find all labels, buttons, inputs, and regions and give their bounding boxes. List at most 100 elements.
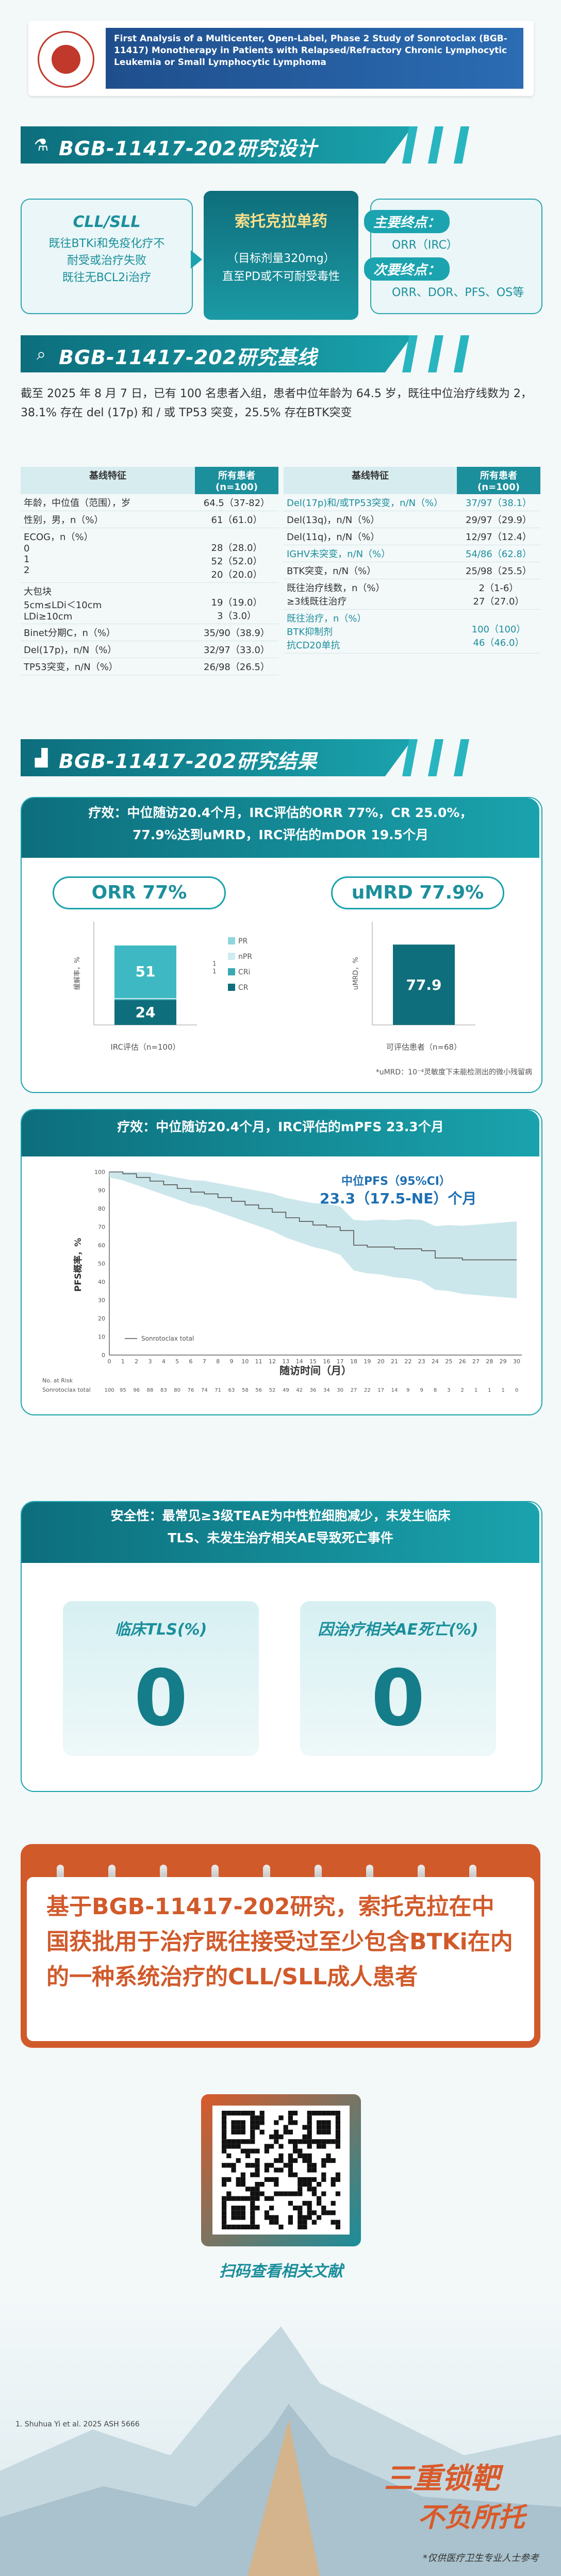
orr-bar-npr <box>114 998 176 999</box>
efficacy-card-orr: 疗效：中位随访20.4个月，IRC评估的ORR 77%，CR 25.0%， 77… <box>21 797 542 1093</box>
table-row: BTK突变，n/N（%） 25/98（25.5） <box>284 562 540 579</box>
at-risk-count: 14 <box>391 1388 398 1393</box>
reference-note: 1. Shuhua Yi et al. 2025 ASH 5666 <box>15 2420 140 2428</box>
section-title: BGB-11417-202研究设计 <box>59 137 318 160</box>
y-tick-label: 40 <box>98 1279 105 1285</box>
microscope-icon: ⚗ <box>34 135 49 155</box>
x-tick-label: 1 <box>121 1358 125 1365</box>
table-row: 性别，男，n（%） 61（61.0） <box>21 511 278 528</box>
y-tick-label: 30 <box>98 1297 105 1304</box>
orr-x-label: IRC评估（n=100） <box>110 1042 180 1052</box>
population-line: 既往无BCL2i治疗 <box>62 271 152 284</box>
at-risk-count: 71 <box>214 1388 221 1393</box>
table-row: TP53突变，n/N（%） 26/98（26.5） <box>21 658 278 675</box>
legend-entry: CR <box>238 984 249 992</box>
at-risk-count: 9 <box>420 1388 423 1393</box>
umrd-bar-value: 77.9 <box>406 976 441 993</box>
at-risk-count: 83 <box>160 1388 167 1393</box>
x-tick-label: 8 <box>216 1358 220 1365</box>
table-row: Del(17p)，n/N（%） 32/97（33.0） <box>21 641 278 658</box>
table-cell-label: ECOG，n（%） 0 1 2 <box>21 528 195 583</box>
efficacy-card-pfs: 疗效：中位随访20.4个月，IRC评估的mPFS 23.3个月 中位PFS（95… <box>21 1109 542 1415</box>
at-risk-count: 1 <box>501 1388 504 1393</box>
population-line: 耐受或治疗失败 <box>67 254 146 267</box>
at-risk-label: No. at Risk <box>42 1377 73 1384</box>
mountain-background <box>0 2301 561 2576</box>
table-cell-value: 37/97（38.1） <box>457 494 540 511</box>
y-tick-label: 20 <box>98 1315 105 1322</box>
table-header: 基线特征 <box>284 467 457 494</box>
table-cell-label: Del(13q)，n/N（%） <box>284 511 457 528</box>
orr-bar-value: 24 <box>136 1004 156 1021</box>
x-tick-label: 10 <box>241 1358 249 1365</box>
treatment-box: 索托克拉单药 （目标剂量320mg） 直至PD或不可耐受毒性 <box>204 191 358 320</box>
legend-entry: nPR <box>238 953 252 961</box>
legend-entry: CRi <box>238 968 250 976</box>
primary-endpoint-label: 主要终点： <box>364 210 450 233</box>
card-head-line: TLS、未发生治疗相关AE导致死亡事件 <box>168 1530 393 1545</box>
at-risk-count: 0 <box>515 1388 518 1393</box>
x-tick-label: 27 <box>472 1358 480 1365</box>
x-tick-label: 16 <box>323 1358 330 1365</box>
table-cell-label: 大包块 5cm≤LDi＜10cm LDi≥10cm <box>21 582 195 624</box>
section-header-design: ⚗ BGB-11417-202研究设计 <box>21 126 540 164</box>
table-cell-value: 64.5（37-82） <box>195 494 278 511</box>
x-tick-label: 24 <box>432 1358 439 1365</box>
table-cell-value: 28（28.0） 52（52.0） 20（20.0） <box>195 528 278 583</box>
table-cell-value: 61（61.0） <box>195 511 278 528</box>
qr-caption: 扫码查看相关文献 <box>219 2262 343 2280</box>
at-risk-count: 100 <box>104 1388 114 1393</box>
table-cell-value: 26/98（26.5） <box>195 658 278 675</box>
x-tick-label: 5 <box>175 1358 179 1365</box>
x-tick-label: 11 <box>255 1358 262 1365</box>
population-title: CLL/SLL <box>73 213 141 231</box>
population-line: 既往BTKi和免疫化疗不 <box>48 237 165 250</box>
qr-frame <box>201 2094 361 2246</box>
x-tick-label: 14 <box>296 1358 303 1365</box>
treatment-title: 索托克拉单药 <box>235 213 327 231</box>
table-cell-value: 25/98（25.5） <box>457 562 540 579</box>
tls-title: 临床TLS(%) <box>114 1621 207 1639</box>
bar-side-label: 1 <box>212 968 217 975</box>
table-cell-label: 年龄，中位值（范围），岁 <box>21 494 195 511</box>
qr-code[interactable] <box>212 2106 350 2235</box>
baseline-table-left: 基线特征 所有患者 (n=100) 年龄，中位值（范围），岁 64.5（37-82… <box>21 467 278 675</box>
orr-bar-pr <box>114 945 176 998</box>
slogan-line2: 不负所托 <box>418 2502 525 2533</box>
at-risk-count: 1 <box>488 1388 491 1393</box>
x-tick-label: 23 <box>418 1358 425 1365</box>
orr-bar-value: 51 <box>136 963 156 980</box>
population-box: CLL/SLL 既往BTKi和免疫化疗不 耐受或治疗失败 既往无BCL2i治疗 <box>21 199 193 314</box>
orr-label: ORR 77% <box>53 876 226 909</box>
y-tick-label: 80 <box>98 1205 105 1212</box>
card-head-line: 77.9%达到uMRD，IRC评估的mDOR 19.5个月 <box>133 827 428 842</box>
table-cell-value: 12/97（12.4） <box>457 528 540 545</box>
at-risk-count: 27 <box>351 1388 357 1393</box>
x-tick-label: 13 <box>282 1358 289 1365</box>
umrd-x-label: 可评估患者（n=68） <box>386 1042 461 1052</box>
at-risk-count: 74 <box>201 1388 208 1393</box>
table-row: 年龄，中位值（范围），岁 64.5（37-82） <box>21 494 278 511</box>
table-cell-label: 性别，男，n（%） <box>21 511 195 528</box>
table-cell-label: Binet分期C，n（%） <box>21 624 195 641</box>
pfs-y-label: PFS概率，% <box>73 1238 84 1292</box>
x-tick-label: 20 <box>377 1358 385 1365</box>
table-cell-value: 100（100） 46（46.0） <box>457 609 540 654</box>
orr-bar-cri <box>114 999 176 1000</box>
x-tick-label: 17 <box>337 1358 344 1365</box>
x-tick-label: 30 <box>513 1358 520 1365</box>
x-tick-label: 0 <box>108 1358 111 1365</box>
x-tick-label: 9 <box>230 1358 234 1365</box>
slogan-line1: 三重锁靶 <box>384 2462 500 2496</box>
at-risk-count: 34 <box>323 1388 330 1393</box>
at-risk-count: 42 <box>296 1388 303 1393</box>
x-tick-label: 12 <box>269 1358 276 1365</box>
table-row: Del(17p)和/或TP53突变，n/N（%） 37/97（38.1） <box>284 494 540 511</box>
pfs-legend: Sonrotoclax total <box>125 1335 194 1342</box>
table-row: 既往治疗线数，n（%） ≥3线既往治疗 2（1-6） 27（27.0） <box>284 579 540 610</box>
table-row: ECOG，n（%） 0 1 2 28（28.0） 52（52.0） 20（20.… <box>21 528 278 583</box>
at-risk-count: 3 <box>447 1388 450 1393</box>
at-risk-count: 30 <box>337 1388 343 1393</box>
table-cell-label: TP53突变，n/N（%） <box>21 658 195 675</box>
at-risk-count: 1 <box>474 1388 477 1393</box>
